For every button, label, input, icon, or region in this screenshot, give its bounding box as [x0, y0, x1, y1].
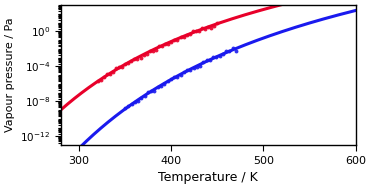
Y-axis label: Vapour pressure / Pa: Vapour pressure / Pa: [5, 18, 15, 132]
X-axis label: Temperature / K: Temperature / K: [158, 171, 258, 184]
